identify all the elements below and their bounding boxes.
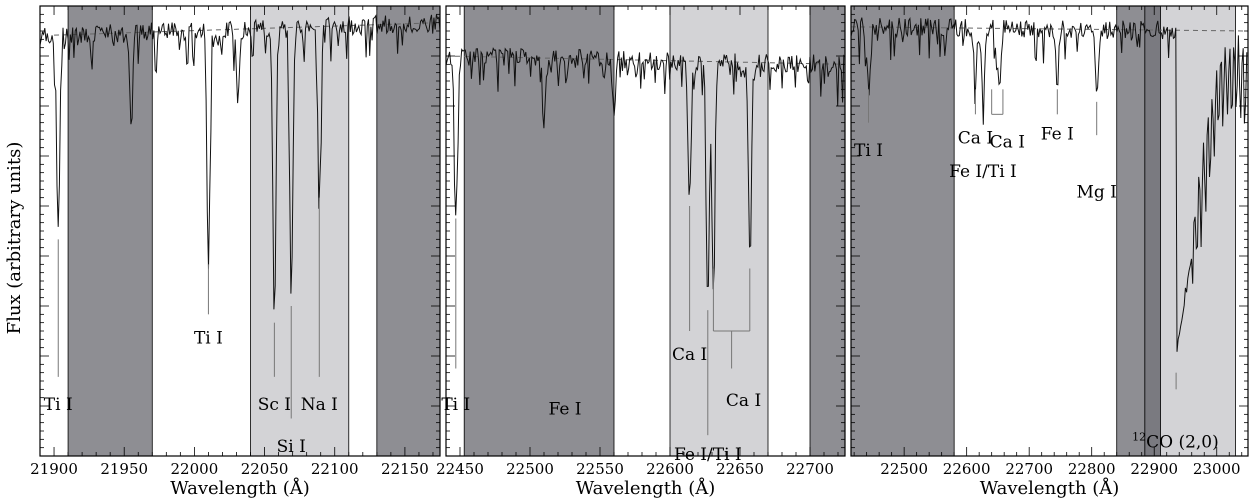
x-axis-label: Wavelength (Å) (576, 477, 716, 499)
x-tick-label-6: 22150 (381, 460, 429, 478)
x-tick-label-1: 22450 (436, 460, 484, 478)
band-dark-1 (463, 5, 615, 457)
x-tick-label-6: 22700 (786, 460, 834, 478)
x-tick-label-2: 22600 (943, 460, 991, 478)
x-axis-label: Wavelength (Å) (980, 477, 1120, 499)
spectrum-line (850, 17, 1248, 352)
band-light-2 (669, 5, 769, 457)
line-id-label-4: Fe I/Ti I (949, 162, 1017, 182)
line-id-label-1: Ti I (44, 395, 73, 415)
spectrum-line (445, 47, 846, 290)
y-axis-label: Flux (arbitrary units) (4, 142, 25, 335)
line-id-label-6: Fe I (1041, 124, 1074, 144)
line-id-label-1: Ti I (854, 141, 883, 161)
x-tick-label-3: 22000 (171, 460, 219, 478)
x-tick-label-3: 22700 (1005, 460, 1053, 478)
bracket-label: Ca I (726, 391, 761, 411)
panel-2: Ti I Fe I Ca I Fe I/Ti I Ca I 22450 22500 22550… (436, 5, 846, 499)
x-tick-label-2: 22500 (506, 460, 554, 478)
line-id-label-5: Ca I (990, 133, 1025, 153)
spectrum-line (39, 14, 441, 310)
band-dark-2 (1116, 5, 1146, 457)
x-tick-label-5: 22650 (716, 460, 764, 478)
line-id-label-2: Mg I (1076, 183, 1116, 203)
line-id-label-2: Fe I (548, 399, 581, 419)
x-tick-label-5: 22900 (1130, 460, 1178, 478)
co-band-label: 12CO (2,0) (1132, 431, 1219, 453)
continuum-line (850, 26, 1249, 32)
line-id-label-4: Si I (277, 437, 306, 457)
band-dark-3 (376, 5, 441, 457)
line-id-label-1: Ti I (441, 395, 470, 415)
x-tick-label-6: 23000 (1193, 460, 1241, 478)
line-id-label-3: Ca I (672, 345, 707, 365)
x-axis-label: Wavelength (Å) (170, 477, 310, 499)
x-tick-label-3: 22550 (576, 460, 624, 478)
line-id-label-3: Ca I (958, 129, 993, 149)
line-id-label-4: Fe I/Ti I (674, 445, 742, 465)
x-tick-label-4: 22050 (241, 460, 289, 478)
band-light-2 (250, 5, 350, 457)
band-darker-3 (1144, 5, 1161, 457)
band-dark-1 (67, 5, 153, 457)
line-id-label-2: Ti I (194, 329, 223, 349)
x-tick-label-1: 21900 (30, 460, 78, 478)
x-tick-label-4: 22800 (1068, 460, 1116, 478)
x-tick-label-1: 22500 (880, 460, 928, 478)
x-tick-label-2: 21950 (100, 460, 148, 478)
panel-1: Ti I Ti I Sc I Si I Na I 21900 21950 22000 22050… (30, 5, 441, 499)
panel-3: Ti I Mg I Ca I Fe I/Ti I Ca I Fe I 12CO (2,0) 2… (850, 5, 1249, 499)
x-tick-label-5: 22100 (311, 460, 359, 478)
line-id-label-3: Sc I (258, 395, 291, 415)
x-tick-label-4: 22600 (646, 460, 694, 478)
line-id-label-5: Na I (301, 395, 338, 415)
band-dark-1 (850, 5, 955, 457)
